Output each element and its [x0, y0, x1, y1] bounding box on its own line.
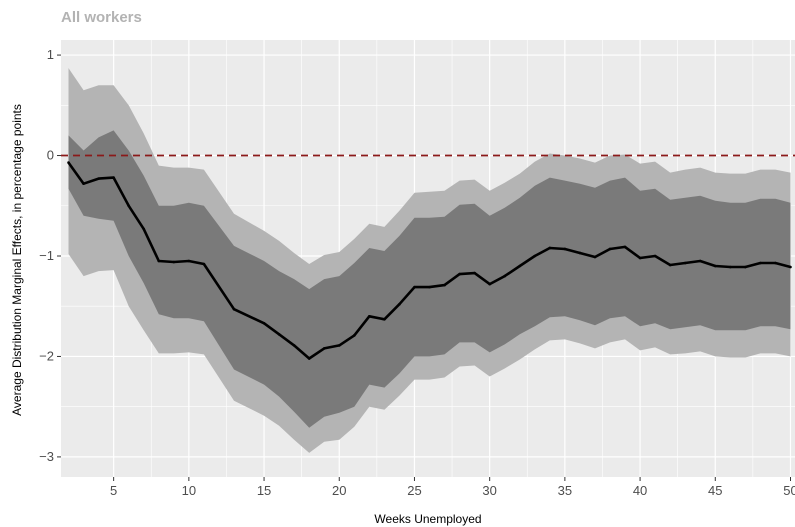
data-point [172, 260, 176, 264]
data-point [232, 307, 236, 311]
data-point [413, 285, 416, 289]
data-point [262, 321, 266, 325]
data-point [563, 247, 567, 251]
data-point [82, 182, 85, 185]
data-point [623, 245, 627, 249]
x-tick-label: 40 [633, 483, 647, 498]
data-point [322, 347, 326, 350]
data-point [638, 256, 642, 260]
x-tick-label: 10 [182, 483, 196, 498]
y-tick-label: 1 [47, 47, 54, 62]
data-point [548, 246, 552, 250]
data-point [789, 265, 792, 269]
data-point [729, 265, 732, 269]
data-point [488, 282, 491, 286]
data-point [383, 317, 386, 321]
data-point [533, 254, 537, 258]
y-tick-label: −3 [39, 449, 54, 464]
data-point [337, 344, 341, 347]
data-point [698, 259, 702, 263]
data-point [398, 302, 401, 306]
y-axis-title: Average Distribution Marginal Effects, i… [10, 104, 24, 416]
x-axis-title: Weeks Unemployed [374, 512, 481, 526]
data-point [157, 259, 161, 263]
confidence-bands [68, 68, 791, 453]
data-point [713, 264, 717, 268]
data-point [759, 261, 762, 265]
x-axis-ticks: 5 10 15 20 25 30 35 40 45 50 [110, 477, 795, 498]
chart-subtitle: All workers [61, 9, 142, 26]
data-point [653, 254, 657, 258]
data-point [292, 344, 296, 347]
data-point [202, 262, 206, 266]
x-tick-label: 50 [783, 483, 795, 498]
inner-confidence-band [68, 130, 791, 428]
x-tick-label: 45 [708, 483, 722, 498]
x-tick-label: 25 [407, 483, 421, 498]
x-tick-label: 20 [332, 483, 346, 498]
y-tick-label: −1 [39, 248, 54, 263]
data-point [187, 259, 191, 263]
data-point [473, 271, 476, 275]
data-point [307, 357, 311, 360]
data-point [683, 261, 687, 265]
data-point [668, 263, 672, 267]
data-point [277, 333, 281, 336]
data-point [127, 204, 130, 208]
data-point [608, 247, 612, 251]
data-point [593, 255, 597, 259]
data-point [774, 261, 777, 265]
data-point [458, 272, 461, 276]
y-axis-ticks: 1 0 −1 −2 −3 [39, 47, 61, 464]
data-point [67, 161, 70, 164]
data-point [744, 265, 747, 269]
data-point [142, 227, 146, 231]
data-point [503, 274, 507, 278]
data-point [368, 314, 371, 318]
x-tick-label: 5 [110, 483, 117, 498]
x-tick-label: 30 [482, 483, 496, 498]
data-point [97, 177, 100, 180]
x-tick-label: 15 [257, 483, 271, 498]
data-point [428, 285, 431, 289]
x-tick-label: 35 [558, 483, 572, 498]
y-tick-label: −2 [39, 348, 54, 363]
data-point [352, 334, 356, 337]
data-point [578, 251, 582, 255]
data-point [443, 283, 446, 287]
data-point [518, 264, 522, 268]
data-point [112, 176, 115, 179]
series-group [67, 161, 792, 360]
y-tick-label: 0 [47, 148, 54, 163]
